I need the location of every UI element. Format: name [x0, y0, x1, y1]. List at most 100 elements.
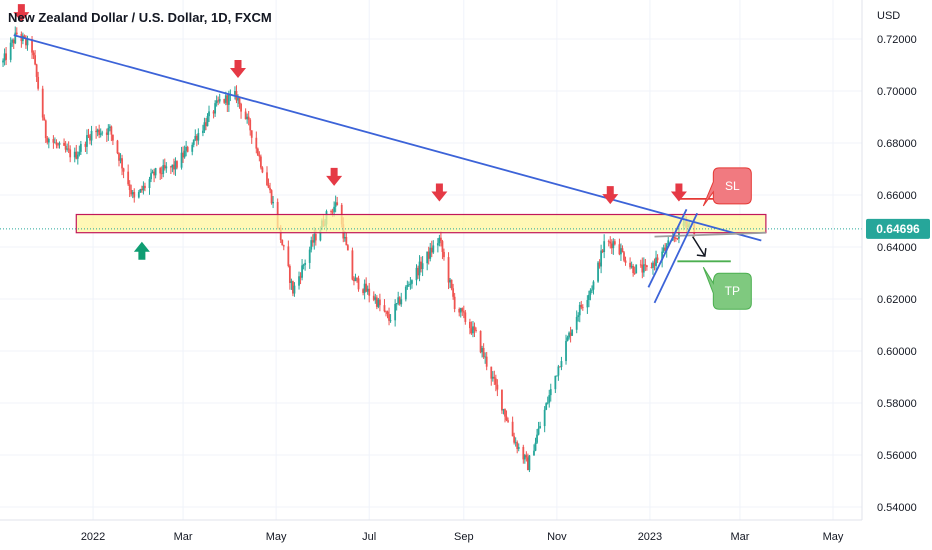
projection-arrow-shaft[interactable]: [692, 236, 706, 257]
price-axis[interactable]: 0.72000 0.70000 0.68000 0.66000 0.64000 0.620…: [877, 34, 917, 514]
candle-body: [470, 328, 473, 334]
candle-body: [160, 173, 163, 175]
candle-body: [655, 257, 657, 266]
candle-body: [269, 187, 271, 191]
candle-body: [394, 303, 397, 321]
callout-bubble[interactable]: [702, 266, 752, 310]
candle-body: [528, 455, 531, 471]
candle-body: [310, 240, 313, 250]
candle-body: [398, 297, 401, 305]
candle-body: [52, 139, 55, 143]
candle-body: [514, 442, 517, 444]
candle-body: [411, 280, 413, 284]
down-arrow-marker[interactable]: [326, 167, 343, 186]
candle-body: [244, 111, 247, 120]
candle-body: [165, 166, 168, 169]
candle-body: [504, 409, 506, 417]
candle-body: [610, 243, 613, 249]
down-arrow-marker[interactable]: [431, 183, 448, 202]
candle-body: [461, 308, 464, 312]
candle-body: [31, 39, 33, 53]
candle-body: [118, 153, 120, 161]
channel-left[interactable]: [647, 208, 688, 288]
candle-body: [192, 139, 195, 145]
projection-arrow-head[interactable]: [696, 248, 707, 257]
candle-body: [162, 165, 165, 174]
candle-body: [598, 262, 601, 267]
candle-body: [549, 389, 552, 396]
time-tick-label: Jul: [362, 531, 376, 543]
candle-body: [108, 126, 111, 128]
candle-body: [333, 206, 336, 212]
callout-sl[interactable]: SL: [702, 167, 752, 207]
candle-body: [449, 279, 451, 283]
candle-body: [613, 241, 616, 245]
candle-body: [298, 276, 300, 286]
callout-tp[interactable]: TP: [702, 266, 752, 310]
candle-body: [496, 384, 499, 390]
candle-body: [127, 171, 130, 185]
drawings[interactable]: SL TP: [0, 4, 862, 310]
candle-body: [404, 286, 407, 300]
candle-body: [417, 267, 419, 276]
candle-body: [279, 227, 282, 240]
candle-body: [11, 39, 14, 43]
candle-body: [247, 116, 250, 120]
candle-body: [25, 37, 27, 46]
candle-body: [673, 236, 676, 238]
candle-body: [107, 127, 110, 135]
candle-body: [635, 264, 638, 274]
candle-body: [153, 171, 155, 176]
candle-body: [505, 416, 508, 421]
candle-body: [121, 158, 123, 169]
candle-body: [458, 309, 461, 313]
candle-body: [475, 329, 477, 331]
candle-body: [217, 100, 220, 102]
candle-body: [67, 148, 70, 150]
candle-body: [427, 251, 430, 259]
last-price-label: 0.64696: [866, 218, 930, 239]
candle-body: [101, 132, 104, 134]
down-arrow-marker[interactable]: [602, 186, 619, 205]
candle-body: [664, 247, 667, 251]
descending-trendline[interactable]: [13, 34, 762, 242]
candle-body: [420, 261, 422, 270]
candle-body: [623, 252, 625, 261]
candle-body: [674, 237, 677, 239]
candle-body: [597, 262, 599, 282]
chart-title: New Zealand Dollar / U.S. Dollar, 1D, FX…: [8, 10, 272, 25]
candle-body: [633, 273, 636, 274]
candle-body: [569, 332, 572, 336]
callout-bubble[interactable]: [702, 167, 752, 207]
candle-body: [131, 192, 134, 195]
candle-body: [234, 91, 236, 95]
time-axis[interactable]: 2022 Mar May Jul Sep Nov 2023 Mar May: [81, 531, 844, 543]
down-arrow-marker[interactable]: [13, 4, 30, 23]
candle-body: [375, 297, 378, 307]
candle-body: [139, 189, 142, 193]
candle-body: [656, 257, 659, 261]
last-price-value: 0.64696: [876, 222, 920, 236]
candle-body: [676, 238, 679, 239]
candle-body: [430, 247, 433, 253]
candle-body: [282, 245, 285, 247]
candle-body: [516, 442, 519, 449]
time-tick-label: Nov: [547, 531, 567, 543]
candle-body: [293, 285, 296, 294]
down-arrow-marker[interactable]: [670, 183, 687, 202]
candle-body: [441, 241, 444, 252]
time-tick-label: 2022: [81, 531, 105, 543]
candle-body: [650, 267, 653, 268]
grid: [0, 0, 862, 520]
candle-body: [577, 315, 580, 317]
channel-right[interactable]: [653, 212, 699, 304]
resistance-zone[interactable]: [75, 213, 767, 234]
candle-body: [191, 144, 194, 152]
candle-body: [308, 249, 311, 263]
candle-body: [620, 248, 622, 255]
candle-body: [185, 146, 188, 151]
down-arrow-marker[interactable]: [230, 60, 247, 78]
up-arrow-marker[interactable]: [133, 241, 150, 260]
candle-body: [385, 311, 387, 313]
